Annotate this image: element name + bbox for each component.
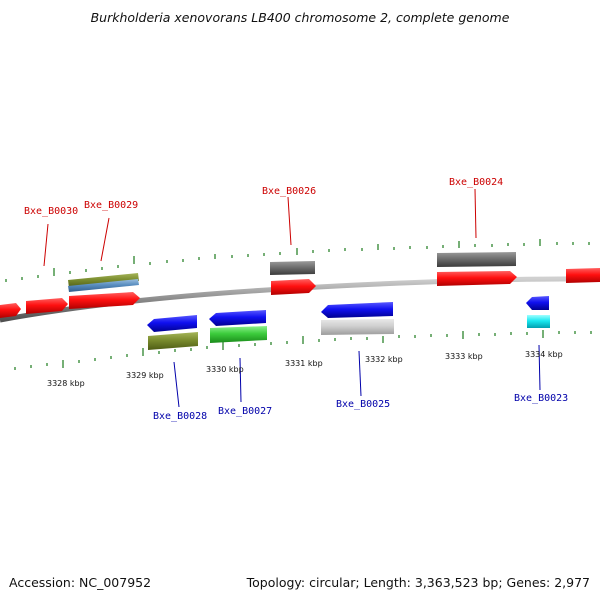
- feature-fwd-right: [566, 268, 600, 283]
- kbp-label: 3331 kbp: [285, 359, 323, 368]
- feature-fwd-bxe-b0030: [26, 298, 68, 314]
- forward-features[interactable]: [0, 252, 600, 318]
- gene-label: Bxe_B0024: [449, 177, 503, 188]
- kbp-label: 3328 kbp: [47, 379, 85, 388]
- feature-rev-bxe-b0027-track: [210, 326, 267, 343]
- kbp-label: 3330 kbp: [206, 365, 244, 374]
- genome-summary-text: Topology: circular; Length: 3,363,523 bp…: [246, 575, 590, 590]
- accession-text: Accession: NC_007952: [9, 575, 152, 590]
- kbp-labels: 3328 kbp 3329 kbp 3330 kbp 3331 kbp 3332…: [47, 350, 563, 388]
- feature-fwd-bxe-b0024: [437, 271, 517, 286]
- feature-rev-bxe-b0025: [321, 302, 393, 318]
- map-title: Burkholderia xenovorans LB400 chromosome…: [90, 10, 510, 25]
- feature-rev-bxe-b0027: [209, 310, 266, 326]
- inner-tick-row: [14, 330, 592, 370]
- reverse-features[interactable]: [147, 296, 550, 350]
- feature-rev-bxe-b0028: [147, 315, 197, 332]
- gene-label: Bxe_B0029: [84, 200, 138, 211]
- feature-fwd-bxe-b0024-track: [437, 252, 516, 267]
- gene-label: Bxe_B0026: [262, 186, 316, 197]
- reverse-leader-lines: [173, 344, 541, 408]
- feature-rev-bxe-b0023-track: [527, 315, 550, 328]
- gene-label: Bxe_B0023: [514, 393, 568, 404]
- kbp-label: 3332 kbp: [365, 355, 403, 364]
- gene-label: Bxe_B0025: [336, 399, 390, 410]
- feature-rev-bxe-b0028-track: [148, 332, 198, 350]
- gene-labels: Bxe_B0030 Bxe_B0029 Bxe_B0026 Bxe_B0024 …: [24, 177, 568, 422]
- forward-leader-lines: [43, 188, 477, 267]
- feature-rev-bxe-b0023: [526, 296, 549, 310]
- gene-label: Bxe_B0028: [153, 411, 207, 422]
- gene-label: Bxe_B0027: [218, 406, 272, 417]
- feature-fwd-bxe-b0026-track: [270, 261, 315, 275]
- feature-fwd-bxe-b0029-extra: [68, 279, 139, 292]
- feature-fwd-bxe-b0029: [69, 292, 140, 309]
- gene-label: Bxe_B0030: [24, 206, 78, 217]
- outer-tick-row: [5, 239, 590, 282]
- kbp-label: 3333 kbp: [445, 352, 483, 361]
- feature-fwd-bxe-b0026: [271, 279, 316, 295]
- feature-rev-bxe-b0025-track: [321, 319, 394, 335]
- feature-fwd-1: [0, 303, 21, 318]
- kbp-label: 3334 kbp: [525, 350, 563, 359]
- kbp-label: 3329 kbp: [126, 371, 164, 380]
